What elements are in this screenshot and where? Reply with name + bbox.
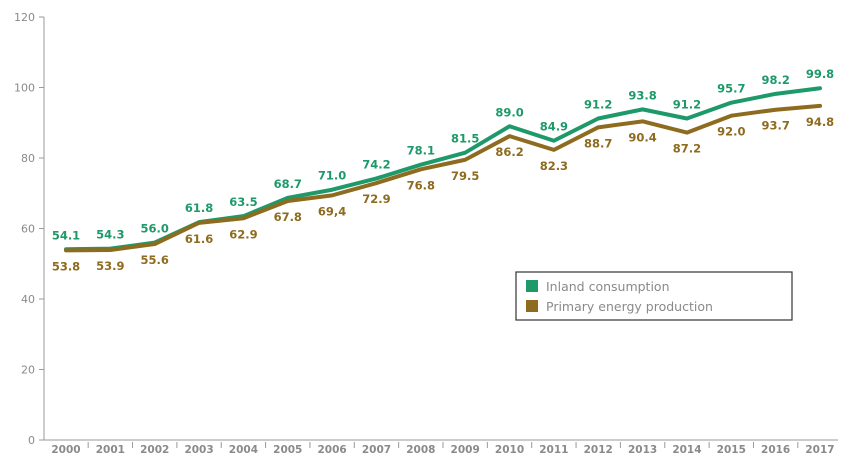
x-tick-label: 2014 [672,444,701,456]
x-tick-label: 2003 [184,444,213,456]
data-label-inland-consumption: 93.8 [628,88,656,102]
x-tick-label: 2016 [761,444,790,456]
y-tick-label: 20 [21,364,35,377]
data-label-primary-energy-production: 55.6 [141,253,169,267]
data-label-primary-energy-production: 69,4 [318,204,346,218]
data-label-inland-consumption: 91.2 [673,98,701,112]
data-label-inland-consumption: 98.2 [761,73,789,87]
data-label-inland-consumption: 61.8 [185,201,213,215]
y-tick-label: 60 [21,223,35,236]
data-label-inland-consumption: 95.7 [717,82,745,96]
data-label-inland-consumption: 54.3 [96,228,124,242]
data-label-primary-energy-production: 92.0 [717,125,745,139]
legend-label-inland-consumption: Inland consumption [546,279,670,294]
series-line-primary-energy-production [64,103,822,253]
series-line-inland-consumption [64,86,822,252]
y-tick-label: 40 [21,293,35,306]
x-tick-label: 2011 [539,444,568,456]
x-tick-label: 2012 [584,444,613,456]
legend-swatch-primary-energy-production [526,300,538,312]
data-label-inland-consumption: 68.7 [274,177,302,191]
data-label-primary-energy-production: 76.8 [407,178,435,192]
data-label-inland-consumption: 91.2 [584,98,612,112]
x-tick-label: 2006 [318,444,347,456]
data-label-primary-energy-production: 90.4 [628,130,656,144]
axes: 0 20 40 60 80 100 120 2000 2001 2002 2003 2004 2005 2… [14,11,838,456]
y-tick-label: 80 [21,152,35,165]
x-tick-label: 2005 [273,444,302,456]
x-tick-label: 2008 [406,444,435,456]
legend: Inland consumption Primary energy produc… [515,271,793,321]
data-label-inland-consumption: 71.0 [318,169,346,183]
data-label-primary-energy-production: 87.2 [673,142,701,156]
data-label-primary-energy-production: 53.8 [52,259,80,273]
x-tick-label: 2015 [717,444,746,456]
x-tick-label: 2000 [51,444,80,456]
x-tick-label: 2010 [495,444,524,456]
x-tick-label: 2002 [140,444,169,456]
series-lines [64,86,822,253]
data-label-primary-energy-production: 53.9 [96,259,124,273]
data-label-primary-energy-production: 86.2 [495,145,523,159]
data-label-primary-energy-production: 79.5 [451,169,479,183]
x-tick-label: 2007 [362,444,391,456]
data-label-primary-energy-production: 62.9 [229,227,257,241]
data-label-inland-consumption: 54.1 [52,228,80,242]
x-tick-label: 2001 [96,444,125,456]
x-tick-label: 2017 [805,444,834,456]
legend-box [515,271,793,321]
data-label-inland-consumption: 63.5 [229,195,257,209]
y-tick-label: 100 [14,82,35,95]
data-label-inland-consumption: 56.0 [141,222,169,236]
data-label-primary-energy-production: 72.9 [362,192,390,206]
data-label-primary-energy-production: 88.7 [584,136,612,150]
data-label-inland-consumption: 78.1 [407,144,435,158]
data-label-primary-energy-production: 93.7 [761,119,789,133]
x-tick-label: 2009 [451,444,480,456]
x-tick-label: 2004 [229,444,258,456]
data-label-primary-energy-production: 82.3 [540,159,568,173]
data-label-inland-consumption: 81.5 [451,132,479,146]
y-tick-label: 120 [14,11,35,24]
x-tick-label: 2013 [628,444,657,456]
y-tick-label: 0 [28,434,35,447]
data-label-inland-consumption: 99.8 [806,67,834,81]
data-label-inland-consumption: 84.9 [540,120,568,134]
data-label-inland-consumption: 89.0 [495,105,523,119]
legend-label-primary-energy-production: Primary energy production [546,299,713,314]
data-label-primary-energy-production: 67.8 [274,210,302,224]
data-labels: 54.1 54.3 56.0 61.8 63.5 68.7 71.0 74.2 78.1 81.5… [52,67,834,273]
data-label-primary-energy-production: 94.8 [806,115,834,129]
data-label-inland-consumption: 74.2 [362,157,390,171]
data-label-primary-energy-production: 61.6 [185,232,213,246]
legend-swatch-inland-consumption [526,280,538,292]
